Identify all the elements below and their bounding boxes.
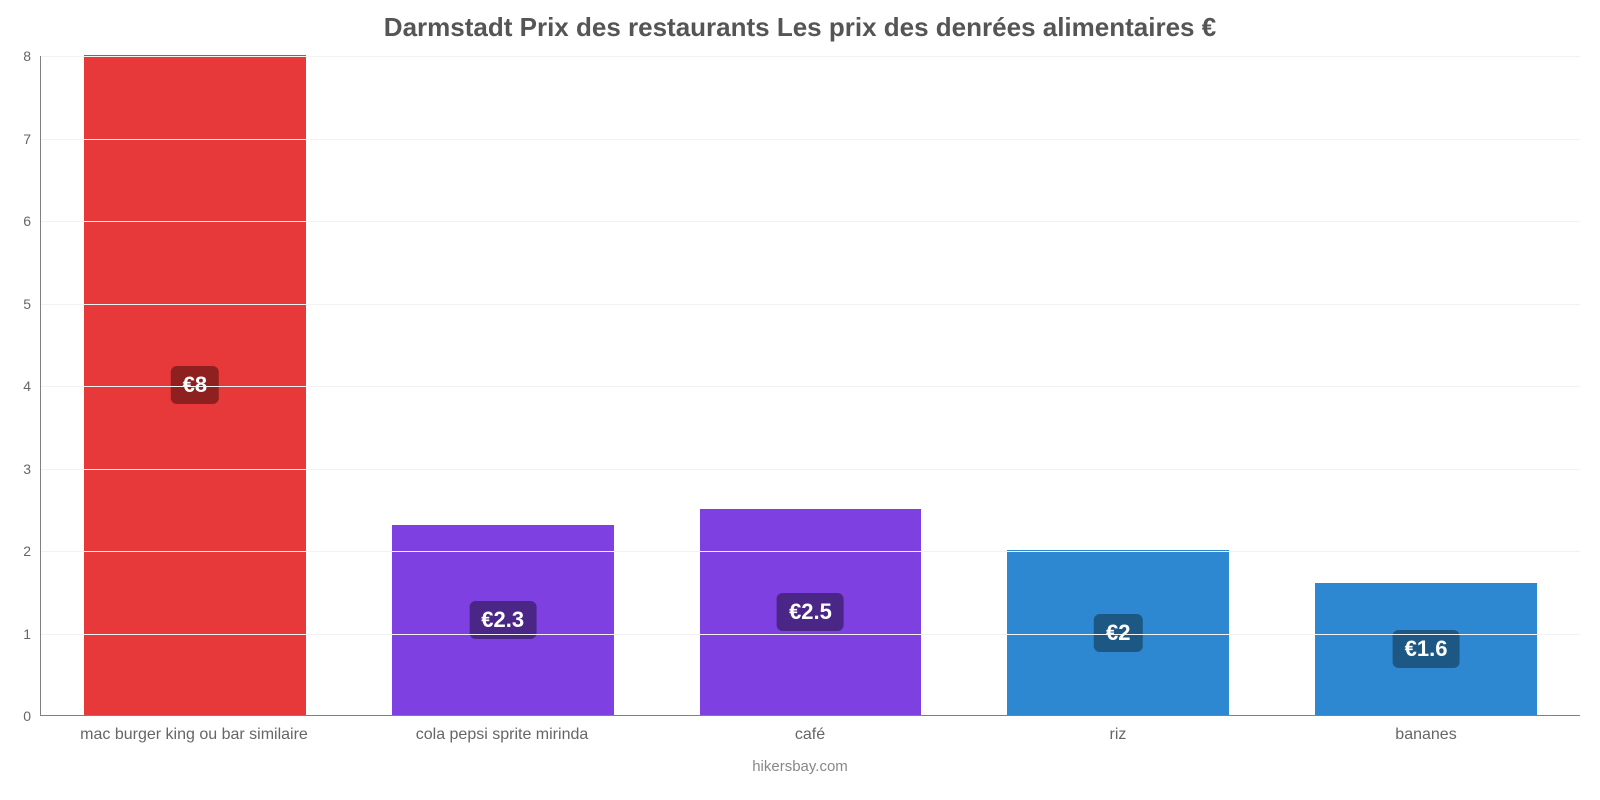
x-axis-labels: mac burger king ou bar similairecola pep… bbox=[40, 726, 1580, 744]
gridline bbox=[41, 386, 1580, 387]
y-tick-label: 0 bbox=[23, 708, 41, 724]
gridline bbox=[41, 139, 1580, 140]
value-badge: €2 bbox=[1094, 614, 1142, 652]
gridline bbox=[41, 634, 1580, 635]
gridline bbox=[41, 221, 1580, 222]
y-tick-label: 2 bbox=[23, 543, 41, 559]
bar: €8 bbox=[84, 55, 306, 715]
x-tick-label: café bbox=[656, 726, 964, 744]
x-tick-label: cola pepsi sprite mirinda bbox=[348, 726, 656, 744]
plot-area: €8€2.3€2.5€2€1.6 012345678 bbox=[40, 56, 1580, 716]
price-bar-chart: Darmstadt Prix des restaurants Les prix … bbox=[0, 0, 1600, 800]
y-tick-label: 6 bbox=[23, 213, 41, 229]
chart-title: Darmstadt Prix des restaurants Les prix … bbox=[0, 12, 1600, 43]
bar: €2.5 bbox=[700, 509, 922, 715]
value-badge: €2.5 bbox=[777, 593, 844, 631]
y-tick-label: 8 bbox=[23, 48, 41, 64]
value-badge: €8 bbox=[171, 366, 219, 404]
y-tick-label: 3 bbox=[23, 461, 41, 477]
bar: €2.3 bbox=[392, 525, 614, 715]
bar: €2 bbox=[1007, 550, 1229, 715]
x-tick-label: riz bbox=[964, 726, 1272, 744]
y-tick-label: 7 bbox=[23, 131, 41, 147]
bar: €1.6 bbox=[1315, 583, 1537, 715]
y-tick-label: 5 bbox=[23, 296, 41, 312]
x-tick-label: bananes bbox=[1272, 726, 1580, 744]
attribution: hikersbay.com bbox=[0, 758, 1600, 775]
y-tick-label: 4 bbox=[23, 378, 41, 394]
gridline bbox=[41, 56, 1580, 57]
gridline bbox=[41, 304, 1580, 305]
gridline bbox=[41, 551, 1580, 552]
value-badge: €1.6 bbox=[1393, 630, 1460, 668]
x-tick-label: mac burger king ou bar similaire bbox=[40, 726, 348, 744]
y-tick-label: 1 bbox=[23, 626, 41, 642]
gridline bbox=[41, 469, 1580, 470]
